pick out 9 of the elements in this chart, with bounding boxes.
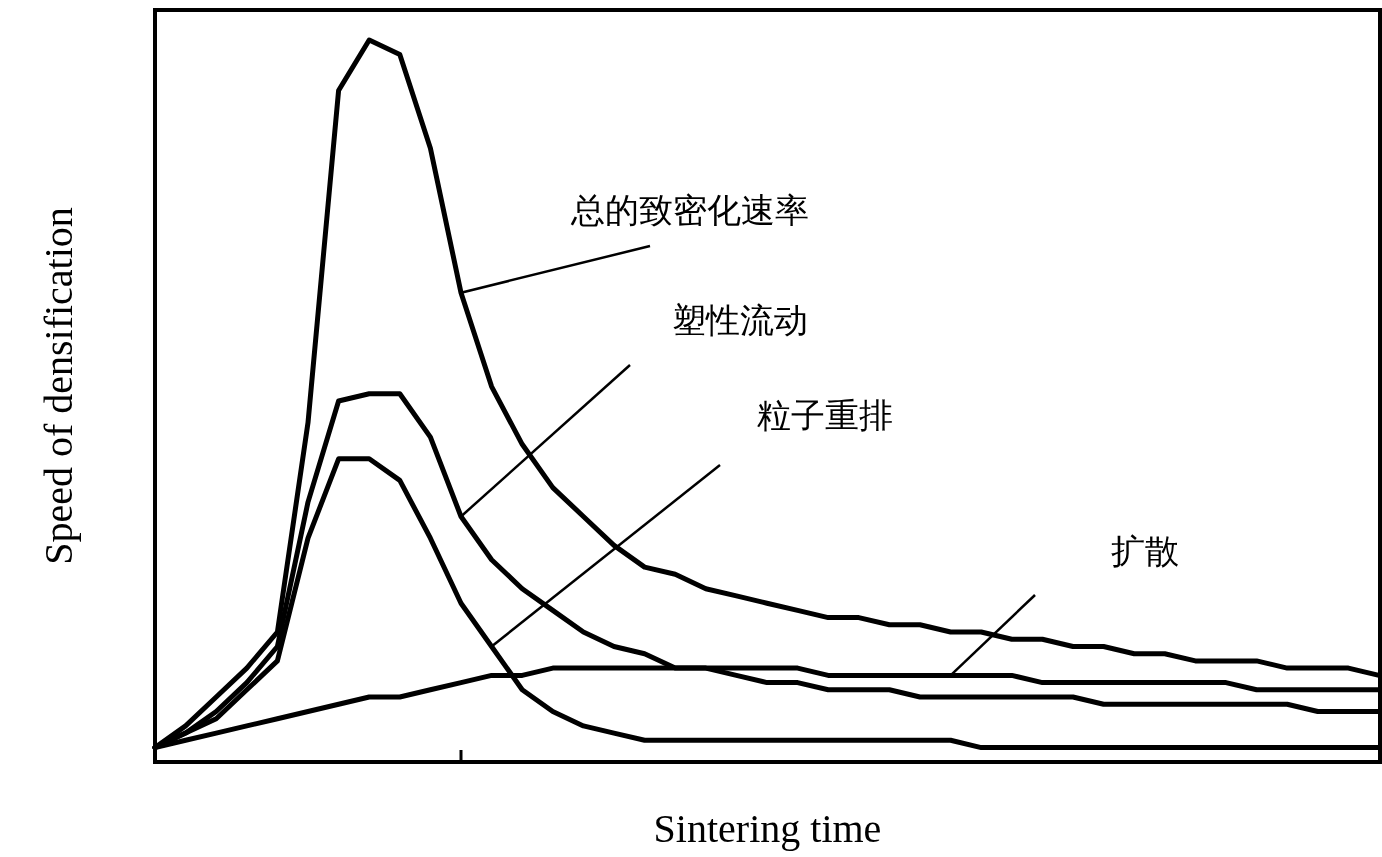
x-axis-title: Sintering time — [653, 806, 882, 851]
callout-leader: 扩散 — [949, 533, 1179, 677]
annotation: 粒子重排 — [757, 397, 893, 434]
callout-leader: 总的致密化速率 — [460, 192, 809, 294]
callout-leader: 粒子重排 — [490, 397, 893, 648]
annotation: 塑性流动 — [672, 302, 808, 339]
annotation: 扩散 — [1111, 533, 1179, 570]
annotation: 总的致密化速率 — [570, 192, 809, 229]
y-axis-title: Speed of densification — [36, 207, 81, 565]
